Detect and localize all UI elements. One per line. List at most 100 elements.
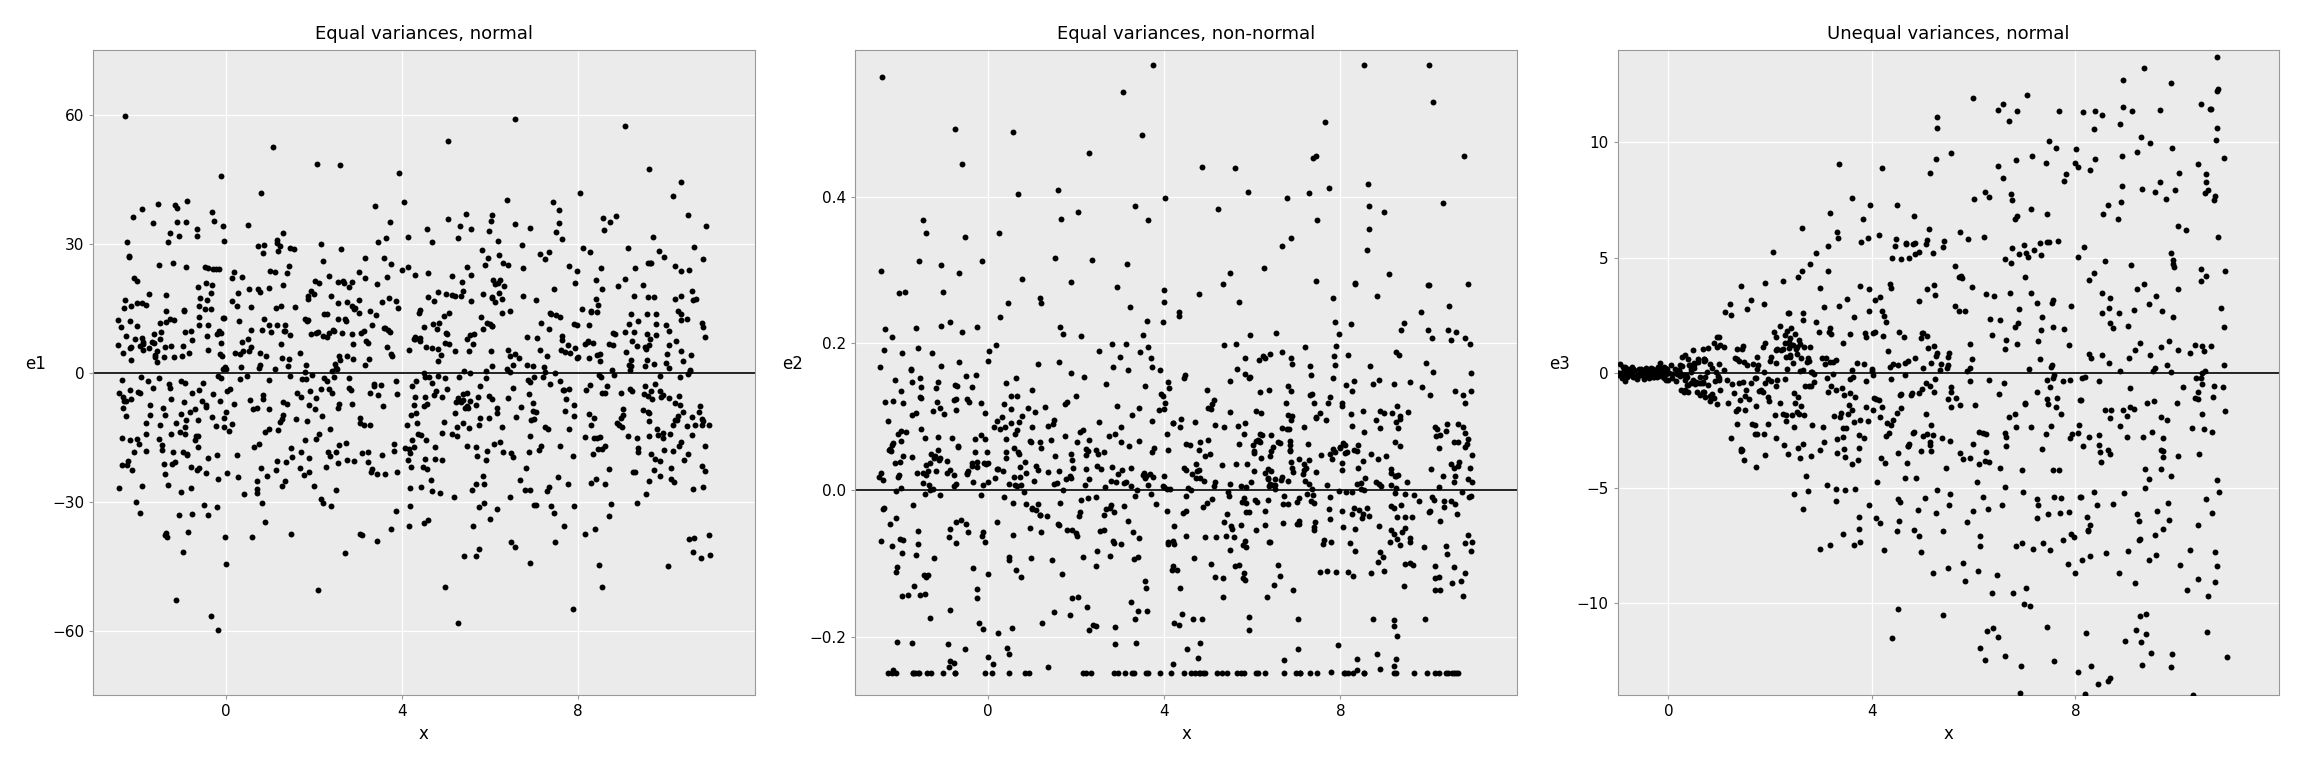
Point: [675, 294, 712, 306]
Point: [1348, 502, 1385, 514]
Point: [272, 528, 309, 541]
Point: [882, 386, 919, 398]
Point: [1023, 296, 1060, 309]
Point: [341, 412, 378, 425]
Point: [1200, 203, 1237, 215]
Point: [355, 379, 392, 392]
Point: [583, 283, 620, 295]
Point: [1776, 397, 1813, 409]
Point: [207, 406, 244, 418]
Point: [334, 397, 371, 409]
Point: [1926, 235, 1963, 247]
Point: [1283, 468, 1320, 480]
Point: [1613, 362, 1650, 374]
Point: [899, 525, 935, 538]
Point: [2177, 392, 2214, 405]
Point: [1643, 366, 1680, 379]
Point: [652, 462, 689, 474]
Point: [1949, 365, 1986, 377]
Point: [470, 412, 507, 425]
Point: [661, 345, 698, 357]
Point: [1802, 326, 1839, 338]
Point: [1270, 380, 1306, 392]
Point: [1638, 367, 1675, 379]
Point: [449, 400, 486, 412]
Point: [2000, 303, 2037, 316]
Point: [283, 446, 320, 458]
Point: [2143, 176, 2180, 188]
Point: [1728, 359, 1765, 371]
Point: [1753, 375, 1790, 387]
Point: [1014, 502, 1051, 515]
Point: [1419, 422, 1456, 435]
Point: [309, 331, 346, 343]
Point: [1290, 478, 1327, 491]
Point: [866, 396, 903, 409]
Point: [1256, 473, 1293, 485]
Point: [1781, 338, 1818, 350]
Point: [311, 327, 348, 339]
Point: [1901, 246, 1938, 258]
Point: [104, 391, 141, 403]
Point: [1378, 415, 1415, 428]
Point: [1615, 364, 1652, 376]
Point: [1018, 357, 1055, 369]
Point: [970, 568, 1007, 580]
Point: [544, 330, 581, 343]
Point: [189, 263, 226, 275]
Point: [1908, 283, 1945, 295]
Point: [2071, 164, 2108, 177]
Point: [1129, 605, 1166, 617]
Point: [993, 403, 1030, 415]
Point: [2053, 429, 2090, 441]
Point: [1092, 475, 1129, 487]
Point: [2078, 677, 2115, 690]
Point: [929, 455, 965, 468]
Point: [154, 314, 191, 326]
Point: [629, 354, 666, 366]
Point: [2007, 239, 2044, 251]
Point: [1758, 374, 1795, 386]
Point: [2122, 131, 2159, 144]
Point: [1903, 383, 1940, 396]
Point: [376, 445, 412, 457]
Point: [205, 312, 242, 324]
Point: [629, 328, 666, 340]
Point: [1908, 409, 1945, 421]
Point: [170, 347, 207, 359]
Point: [498, 411, 535, 423]
Point: [355, 462, 392, 475]
Point: [1673, 377, 1710, 389]
Point: [958, 321, 995, 333]
Point: [1145, 283, 1182, 296]
Point: [993, 417, 1030, 429]
Point: [458, 442, 495, 454]
Point: [1776, 421, 1813, 433]
Point: [1942, 446, 1979, 458]
Point: [1362, 545, 1399, 558]
Point: [1599, 368, 1636, 380]
Point: [1322, 397, 1359, 409]
Point: [369, 270, 406, 283]
Point: [982, 422, 1018, 435]
Point: [1357, 476, 1394, 488]
Point: [1078, 459, 1115, 472]
Point: [223, 271, 260, 283]
Point: [1601, 358, 1638, 370]
Point: [1129, 214, 1166, 226]
Point: [1698, 397, 1735, 409]
Point: [1629, 368, 1666, 380]
Point: [203, 337, 240, 349]
Point: [998, 390, 1034, 402]
Point: [2189, 590, 2226, 602]
Point: [1827, 484, 1864, 496]
Title: Equal variances, normal: Equal variances, normal: [316, 25, 532, 43]
Point: [1134, 488, 1170, 500]
Point: [986, 398, 1023, 410]
Point: [922, 359, 958, 372]
Point: [141, 317, 177, 329]
Point: [104, 347, 141, 359]
Point: [1682, 377, 1719, 389]
Point: [1682, 370, 1719, 382]
Point: [154, 446, 191, 458]
